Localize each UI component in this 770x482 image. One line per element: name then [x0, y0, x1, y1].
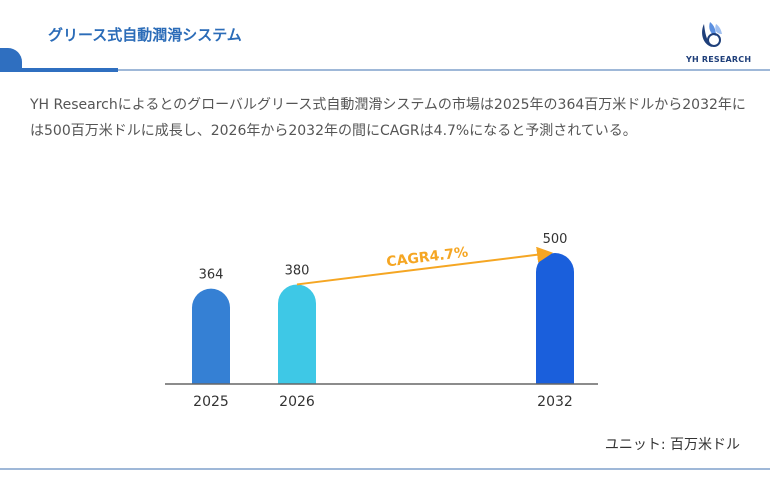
- cagr-label: CAGR4.7%: [386, 245, 470, 271]
- x-tick-label: 2026: [279, 394, 315, 410]
- value-label: 380: [285, 263, 310, 278]
- value-label: 364: [199, 268, 224, 283]
- cagr-arrow: [296, 246, 553, 286]
- page-title: グリース式自動潤滑システム: [48, 26, 242, 44]
- footer-divider: [0, 468, 770, 470]
- bar-2026: [278, 284, 316, 384]
- logo: YH RESEARCH: [686, 20, 752, 66]
- x-tick-label: 2032: [537, 394, 573, 410]
- bar-2032: [536, 253, 574, 384]
- header-accent: [0, 48, 22, 70]
- value-label: 500: [543, 232, 568, 247]
- description: YH Researchによるとのグローバルグリース式自動潤滑システムの市場は20…: [30, 97, 746, 139]
- header-divider: [118, 69, 770, 71]
- header-accent-line: [0, 68, 118, 72]
- logo-text: YH RESEARCH: [686, 55, 752, 64]
- unit-label: ユニット: 百万米ドル: [604, 437, 740, 453]
- bar-2025: [192, 288, 230, 384]
- logo-icon: [702, 22, 722, 47]
- x-tick-label: 2025: [193, 394, 229, 410]
